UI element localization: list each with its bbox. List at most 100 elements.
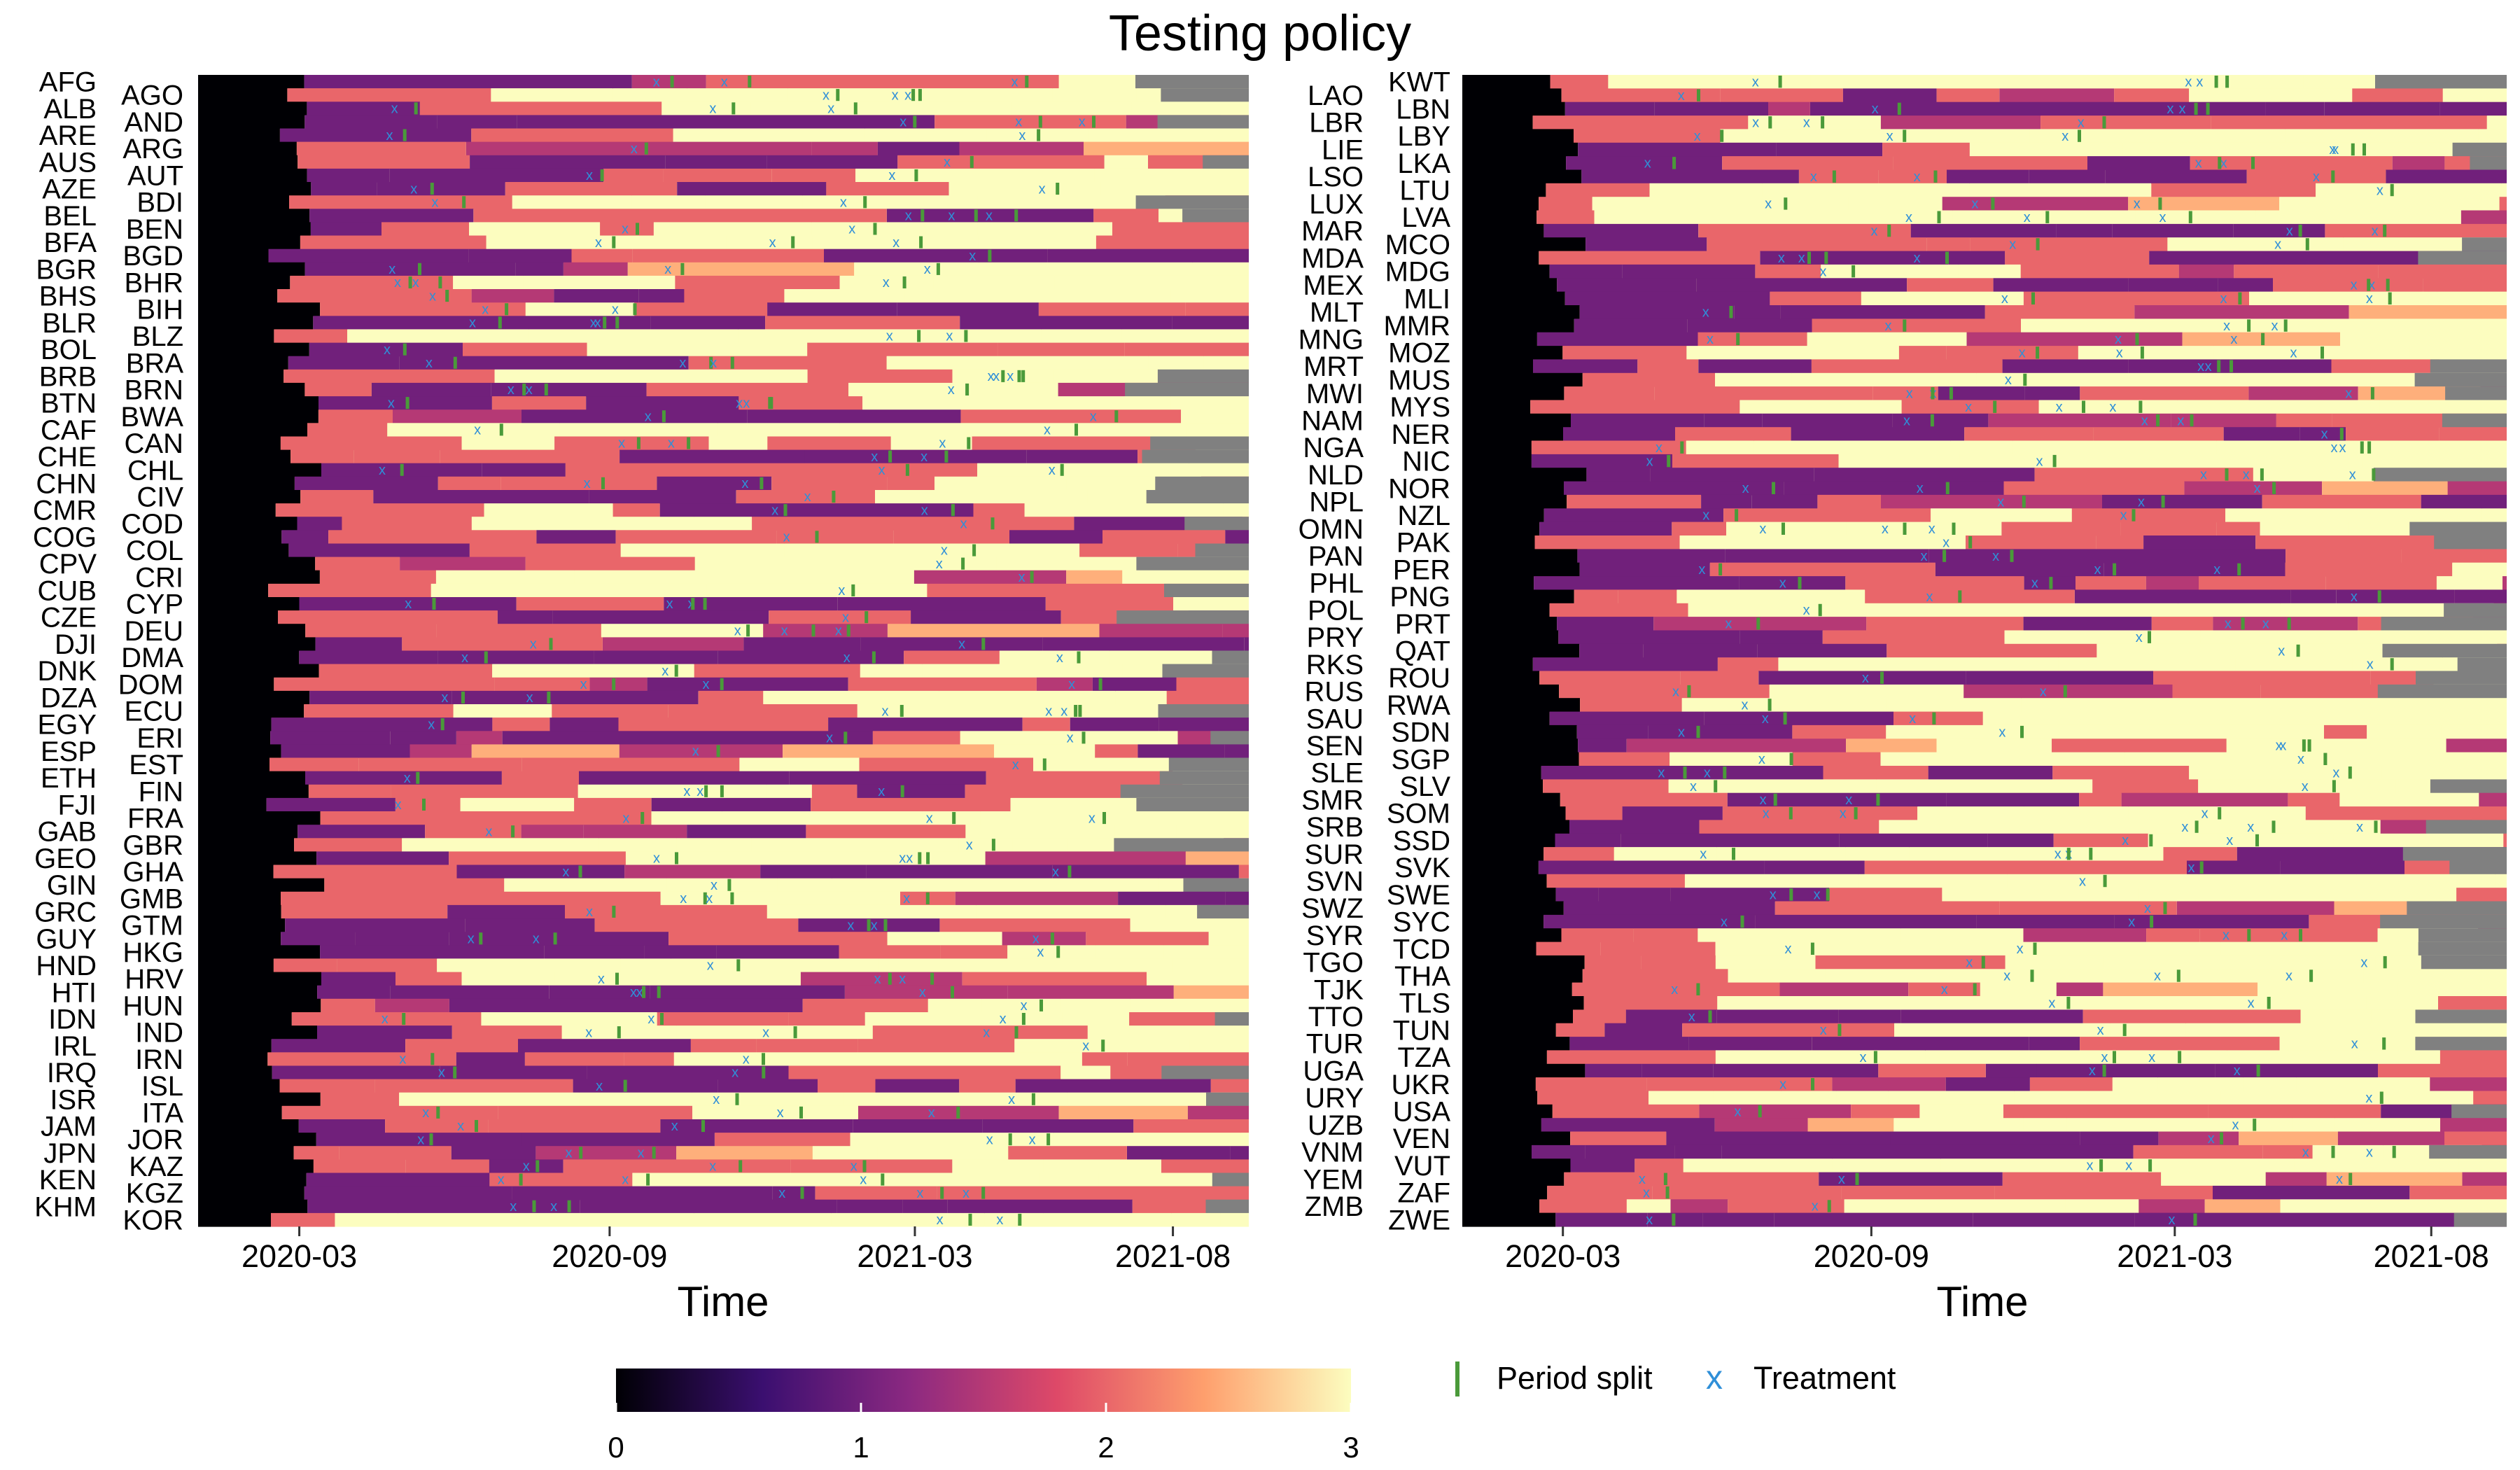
heatmap-cell xyxy=(2296,955,2376,969)
row-label: BFA xyxy=(43,227,97,258)
heatmap-cell xyxy=(1928,766,2053,780)
treatment-mark: x xyxy=(1803,603,1810,618)
period-split-mark xyxy=(1993,400,1997,413)
row-label: ARE xyxy=(39,120,97,151)
heatmap-cell-missing xyxy=(1155,476,1249,491)
heatmap-cell xyxy=(1112,222,1249,237)
heatmap-cell xyxy=(2239,1131,2338,1146)
heatmap-cell xyxy=(2246,169,2386,184)
row-label: VUT xyxy=(1394,1151,1450,1182)
treatment-mark: x xyxy=(850,1159,858,1175)
row-label: TTO xyxy=(1308,1002,1364,1032)
heatmap-row-omn: xx x xyxy=(1462,522,2507,537)
treatment-mark: x xyxy=(878,463,886,478)
treatment-mark: x xyxy=(2125,1158,2132,1174)
heatmap-cell xyxy=(893,530,1009,544)
heatmap-cell xyxy=(1841,1185,1995,1200)
period-split-mark xyxy=(2374,820,2378,833)
heatmap-cell xyxy=(1858,874,2008,888)
heatmap-cell xyxy=(2421,494,2507,509)
treatment-mark: x xyxy=(892,235,899,251)
period-split-mark xyxy=(2367,279,2371,291)
heatmap-cell xyxy=(1970,237,2168,252)
row-label: TGO xyxy=(1303,948,1364,979)
heatmap-cell xyxy=(198,1092,321,1107)
treatment-mark: x xyxy=(919,985,926,1000)
period-split-mark xyxy=(981,1186,986,1199)
heatmap-cell xyxy=(2409,346,2507,360)
period-split-mark xyxy=(549,638,553,650)
heatmap-cell xyxy=(2103,982,2258,997)
period-split-mark xyxy=(2390,183,2394,197)
treatment-mark: x xyxy=(586,904,593,920)
heatmap-cell xyxy=(1203,356,1249,370)
row-label: NPL xyxy=(1309,487,1364,518)
heatmap-cell xyxy=(2213,346,2410,360)
row-label: PHL xyxy=(1309,568,1364,599)
heatmap-row-brb: x xx xyxy=(198,369,1249,384)
heatmap-cell xyxy=(1462,779,1544,794)
period-split-mark xyxy=(2218,807,2222,820)
heatmap-cell-missing xyxy=(2416,671,2507,685)
heatmap-cell xyxy=(2426,833,2504,848)
heatmap-cell xyxy=(2050,996,2158,1010)
heatmap-cell xyxy=(354,449,440,464)
heatmap-cell xyxy=(1812,1037,2029,1051)
heatmap-row-gin: x xyxy=(198,878,1249,893)
heatmap-cell xyxy=(1774,1212,1973,1227)
heatmap-cell xyxy=(1814,468,2035,482)
heatmap-cell xyxy=(1577,549,1726,564)
heatmap-cell xyxy=(913,570,1067,584)
treatment-mark: x xyxy=(1008,1092,1015,1107)
heatmap-cell xyxy=(923,88,1053,102)
heatmap-cell xyxy=(2300,88,2353,103)
heatmap-cell xyxy=(718,1079,818,1093)
heatmap-cell xyxy=(2262,1144,2313,1159)
treatment-mark: x xyxy=(2331,440,2338,456)
period-split-mark xyxy=(968,1213,972,1226)
heatmap-cell xyxy=(2235,657,2353,672)
heatmap-cell xyxy=(1988,413,2171,428)
row-label: FIN xyxy=(139,776,183,807)
heatmap-cell xyxy=(2104,955,2296,969)
heatmap-cell xyxy=(1670,1199,1728,1214)
heatmap-cell xyxy=(1754,440,1951,455)
treatment-mark: x xyxy=(1068,677,1075,692)
heatmap-cell xyxy=(831,1212,897,1227)
heatmap-row-mli: xxx xyxy=(1462,291,2507,307)
heatmap-cell xyxy=(747,410,961,424)
heatmap-cell xyxy=(518,1039,691,1053)
heatmap-cell xyxy=(673,1052,881,1066)
period-split-mark xyxy=(519,1173,523,1186)
treatment-mark: x xyxy=(461,650,468,666)
treatment-mark: x xyxy=(590,316,597,331)
heatmap-cell xyxy=(1066,570,1123,584)
heatmap-cell xyxy=(2092,779,2199,794)
heatmap-cell xyxy=(2285,129,2479,144)
heatmap-cell xyxy=(488,1119,661,1133)
heatmap-cell xyxy=(1726,522,1847,536)
period-split-mark xyxy=(2022,495,2026,508)
treatment-mark: x xyxy=(1798,251,1805,266)
period-split-mark xyxy=(920,209,925,222)
treatment-mark: x xyxy=(2040,684,2047,699)
heatmap-cell xyxy=(1024,503,1224,517)
heatmap-cell xyxy=(1865,589,2075,604)
heatmap-cell xyxy=(887,476,934,491)
heatmap-cell-missing xyxy=(2382,643,2507,658)
row-label: AUS xyxy=(39,147,97,178)
heatmap-cell xyxy=(812,1146,878,1160)
heatmap-cell xyxy=(979,262,1193,276)
heatmap-cell-missing xyxy=(1116,610,1249,624)
row-label: GTM xyxy=(121,911,183,941)
heatmap-cell xyxy=(1188,637,1245,652)
heatmap-row-bgr: x xx xyxy=(198,262,1249,277)
period-split-mark xyxy=(532,1200,536,1212)
heatmap-cell-missing xyxy=(2414,372,2507,387)
heatmap-cell xyxy=(1679,536,1830,550)
heatmap-row-jor: xx x xyxy=(198,1132,1249,1147)
treatment-mark: x xyxy=(847,918,854,933)
heatmap-cell xyxy=(1148,356,1204,370)
treatment-mark: x xyxy=(2177,413,2184,428)
